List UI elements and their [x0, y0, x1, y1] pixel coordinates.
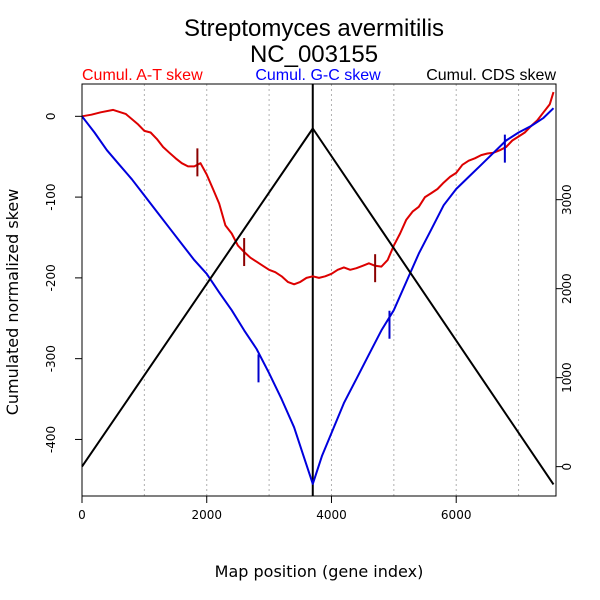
y-left-tick-label: -200 — [44, 264, 58, 291]
x-tick-label: 2000 — [191, 508, 222, 522]
y-right-tick-label: 3000 — [560, 184, 574, 215]
gc-skew-line — [81, 107, 555, 485]
vertical-gridlines — [143, 84, 520, 496]
series-layer — [81, 84, 555, 496]
cds-skew-line — [81, 127, 555, 485]
y-axis-right: 0 1000 2000 3000 — [556, 184, 574, 470]
legend-cds-skew: Cumul. CDS skew — [426, 67, 556, 84]
x-axis-label: Map position (gene index) — [215, 562, 424, 581]
y-axis-left: 0 -100 -200 -300 -400 — [44, 112, 82, 453]
legend-gc-skew: Cumul. G-C skew — [255, 67, 381, 84]
chart-subtitle: NC_003155 — [250, 41, 378, 68]
x-tick-label: 0 — [78, 508, 86, 522]
y-right-tick-label: 1000 — [560, 362, 574, 393]
chart-title: Streptomyces avermitilis — [184, 15, 444, 42]
y-left-tick-label: -400 — [44, 426, 58, 453]
x-tick-label: 6000 — [441, 508, 472, 522]
legend-at-skew: Cumul. A-T skew — [82, 67, 203, 84]
skew-markers — [196, 134, 506, 383]
x-axis: 0 2000 4000 6000 — [78, 495, 472, 522]
y-left-tick-label: -300 — [44, 345, 58, 372]
y-right-tick-label: 2000 — [560, 273, 574, 304]
y-left-tick-label: 0 — [44, 112, 58, 120]
y-axis-label: Cumulated normalized skew — [3, 189, 22, 416]
plot-frame — [81, 83, 557, 497]
y-left-tick-label: -100 — [44, 183, 58, 210]
y-right-tick-label: 0 — [560, 463, 574, 471]
x-tick-label: 4000 — [316, 508, 347, 522]
at-skew-line — [81, 91, 555, 286]
